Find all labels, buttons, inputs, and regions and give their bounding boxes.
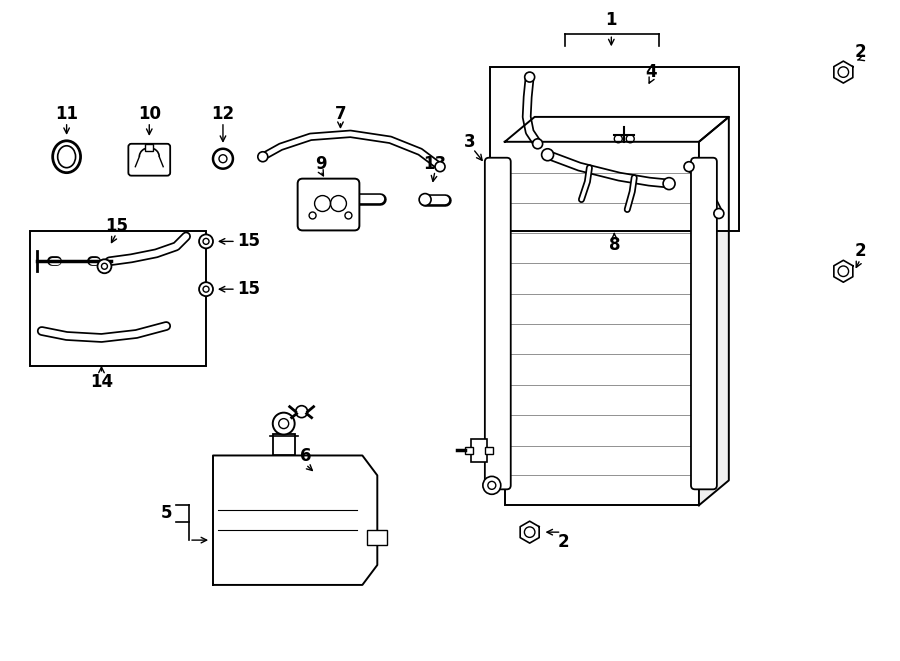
Bar	[367, 530, 387, 545]
Bar	[485, 447, 493, 455]
Circle shape	[257, 152, 268, 162]
Circle shape	[419, 194, 431, 206]
Text: 13: 13	[424, 155, 446, 173]
Text: 5: 5	[160, 504, 172, 522]
Polygon shape	[213, 455, 377, 585]
Circle shape	[542, 149, 554, 161]
Circle shape	[714, 208, 724, 219]
Bar	[273, 434, 294, 455]
FancyBboxPatch shape	[129, 144, 170, 176]
Text: 11: 11	[55, 105, 78, 123]
Circle shape	[533, 139, 543, 149]
Bar	[465, 447, 472, 455]
Text: 7: 7	[335, 105, 346, 123]
Bar	[471, 438, 487, 463]
Polygon shape	[505, 117, 729, 142]
Text: 2: 2	[854, 243, 866, 260]
Text: 1: 1	[606, 11, 617, 29]
FancyBboxPatch shape	[691, 158, 717, 489]
Circle shape	[483, 477, 500, 494]
Bar	[30, 231, 206, 366]
Text: 15: 15	[105, 217, 128, 235]
Bar	[145, 144, 153, 151]
Circle shape	[435, 162, 445, 172]
Text: 8: 8	[608, 237, 620, 254]
Text: 15: 15	[238, 233, 260, 251]
Polygon shape	[699, 117, 729, 505]
Text: 2: 2	[854, 43, 866, 61]
Circle shape	[525, 72, 535, 82]
Circle shape	[199, 235, 213, 249]
Circle shape	[273, 412, 294, 434]
FancyBboxPatch shape	[298, 178, 359, 231]
Text: 9: 9	[315, 155, 327, 173]
Circle shape	[97, 259, 112, 273]
Text: 14: 14	[90, 373, 113, 391]
Text: 15: 15	[238, 280, 260, 298]
Text: 4: 4	[645, 63, 657, 81]
Circle shape	[199, 282, 213, 296]
Bar	[490, 67, 739, 231]
Text: 12: 12	[212, 105, 235, 123]
Circle shape	[684, 162, 694, 172]
Text: 3: 3	[464, 133, 476, 151]
FancyBboxPatch shape	[485, 158, 510, 489]
Circle shape	[296, 406, 308, 418]
Text: 2: 2	[558, 533, 570, 551]
Text: 10: 10	[138, 105, 161, 123]
Circle shape	[663, 178, 675, 190]
Bar	[505, 142, 699, 505]
Text: 6: 6	[300, 447, 311, 465]
